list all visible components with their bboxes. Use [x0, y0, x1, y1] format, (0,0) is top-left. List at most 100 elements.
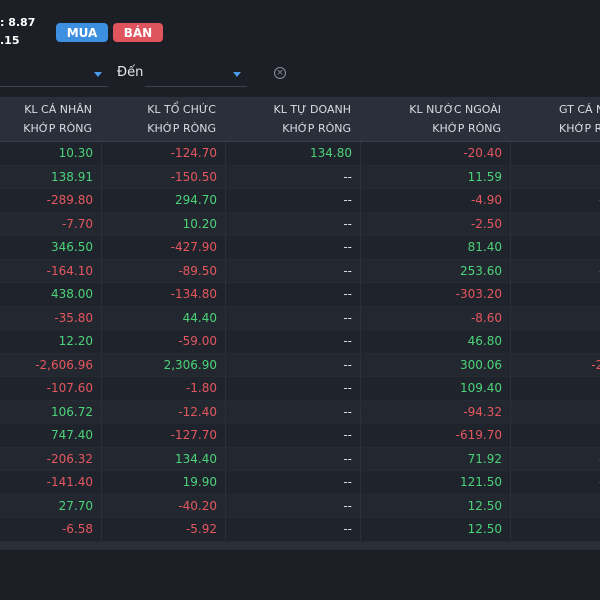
- table-row[interactable]: -6.58-5.92--12.50-: [0, 518, 600, 542]
- table-cell: -1,23: [511, 471, 600, 494]
- table-cell: -92: [511, 377, 600, 400]
- table-cell: 134.80: [226, 142, 361, 165]
- date-filter: Đến ×: [0, 60, 600, 88]
- table-cell: -141.40: [0, 471, 102, 494]
- table-cell: 81.40: [361, 236, 511, 259]
- table-cell: --: [226, 330, 361, 353]
- table-cell: --: [226, 212, 361, 236]
- table-cell: -7: [511, 213, 600, 236]
- table-cell: 10.20: [102, 212, 226, 236]
- table-cell: 138.91: [0, 165, 102, 189]
- table-footer: [0, 541, 600, 550]
- table-cell: -1,40: [511, 260, 600, 283]
- table-cell: 3,74: [511, 283, 600, 306]
- table-cell: -107.60: [0, 377, 102, 400]
- to-label: Đến: [117, 65, 144, 80]
- table-row[interactable]: -107.60-1.80--109.40-92: [0, 377, 600, 401]
- clear-filter-icon[interactable]: ×: [274, 67, 286, 79]
- sell-button[interactable]: BÁN: [113, 23, 163, 42]
- table-row[interactable]: -164.10-89.50--253.60-1,40: [0, 259, 600, 283]
- table-cell: 6,44: [511, 424, 600, 447]
- table-cell: --: [226, 189, 361, 212]
- table-cell: -4.90: [361, 189, 511, 212]
- table-cell: -: [511, 518, 600, 541]
- table-cell: -20.40: [361, 142, 511, 165]
- price-info-line1: : 8.87: [0, 16, 36, 29]
- table-cell: -289.80: [0, 189, 102, 212]
- table-cell: 91: [511, 401, 600, 424]
- table-cell: -35.80: [0, 306, 102, 330]
- table-cell: 46.80: [361, 330, 511, 353]
- price-info: : 8.87 .15: [0, 14, 36, 47]
- table-cell: 109.40: [361, 377, 511, 400]
- table-cell: --: [226, 447, 361, 471]
- table-row[interactable]: 12.20-59.00--46.809: [0, 330, 600, 354]
- price-info-line2: .15: [0, 34, 20, 47]
- table-cell: -619.70: [361, 424, 511, 447]
- table-row[interactable]: 346.50-427.90--81.403,12: [0, 236, 600, 260]
- table-cell: 71.92: [361, 447, 511, 471]
- table-cell: 346.50: [0, 236, 102, 259]
- buy-button[interactable]: MUA: [56, 23, 108, 42]
- col-header-institution-volume[interactable]: KL TỔ CHỨC KHỚP RÒNG: [147, 103, 216, 135]
- col-header-proprietary-volume[interactable]: KL TỰ DOANH KHỚP RÒNG: [273, 103, 351, 135]
- table-cell: --: [226, 353, 361, 377]
- table-cell: -1,81: [511, 448, 600, 471]
- table-row[interactable]: 106.72-12.40---94.3291: [0, 400, 600, 424]
- table-cell: -303.20: [361, 283, 511, 306]
- col-header-foreign-volume[interactable]: KL NƯỚC NGOÀI KHỚP RÒNG: [409, 103, 501, 135]
- table-cell: 1,24: [511, 166, 600, 189]
- table-cell: -6.58: [0, 518, 102, 541]
- table-cell: -2,62: [511, 189, 600, 212]
- col-header-individual-volume[interactable]: KL CÁ NHÂN KHỚP RÒNG: [23, 103, 92, 135]
- table-cell: --: [226, 518, 361, 541]
- table-cell: -2.50: [361, 212, 511, 236]
- table-cell: -127.70: [102, 424, 226, 447]
- table-cell: 300.06: [361, 353, 511, 377]
- table-cell: --: [226, 424, 361, 447]
- table-header: KL CÁ NHÂN KHỚP RÒNG KL TỔ CHỨC KHỚP RÒN…: [0, 97, 600, 142]
- table-cell: -30: [511, 307, 600, 330]
- table-cell: 294.70: [102, 189, 226, 212]
- table-row[interactable]: 747.40-127.70---619.706,44: [0, 424, 600, 448]
- table-cell: 12.20: [0, 330, 102, 353]
- table-cell: -22,82: [591, 357, 600, 372]
- table-cell: -59.00: [102, 330, 226, 353]
- table-cell: -40.20: [102, 494, 226, 518]
- table-cell: -206.32: [0, 447, 102, 471]
- table-cell: 11.59: [361, 165, 511, 189]
- table-cell: -12.40: [102, 400, 226, 424]
- table-cell: 44.40: [102, 306, 226, 330]
- chevron-down-icon: [94, 72, 102, 77]
- table-row[interactable]: 438.00-134.80---303.203,74: [0, 283, 600, 307]
- table-row[interactable]: 138.91-150.50--11.591,24: [0, 165, 600, 189]
- table-cell: -5.92: [102, 518, 226, 541]
- table-cell: --: [226, 236, 361, 259]
- table-cell: 12.50: [361, 518, 511, 541]
- table-cell: 10.30: [0, 142, 102, 165]
- table-cell: -150.50: [102, 165, 226, 189]
- table-cell: --: [226, 400, 361, 424]
- table-cell: -2,606.96: [0, 353, 102, 377]
- col-header-individual-value[interactable]: GT CÁ N KHỚP R: [559, 103, 600, 135]
- table-cell: --: [226, 471, 361, 494]
- to-date-select[interactable]: [145, 60, 247, 87]
- table-cell: -427.90: [102, 236, 226, 259]
- table-cell: 12.50: [361, 494, 511, 518]
- from-date-select[interactable]: [0, 60, 108, 87]
- net-trading-table: KL CÁ NHÂN KHỚP RÒNG KL TỔ CHỨC KHỚP RÒN…: [0, 97, 600, 550]
- table-cell: --: [226, 377, 361, 400]
- table-cell: -89.50: [102, 259, 226, 283]
- table-body: 10.30-124.70134.80-20.406138.91-150.50--…: [0, 142, 600, 542]
- table-cell: -8.60: [361, 306, 511, 330]
- table-cell: 27.70: [0, 494, 102, 518]
- table-row[interactable]: 27.70-40.20--12.5023: [0, 494, 600, 518]
- table-cell: 2,306.90: [102, 353, 226, 377]
- table-row[interactable]: -2,606.962,306.90--300.06 -22,82: [0, 353, 600, 377]
